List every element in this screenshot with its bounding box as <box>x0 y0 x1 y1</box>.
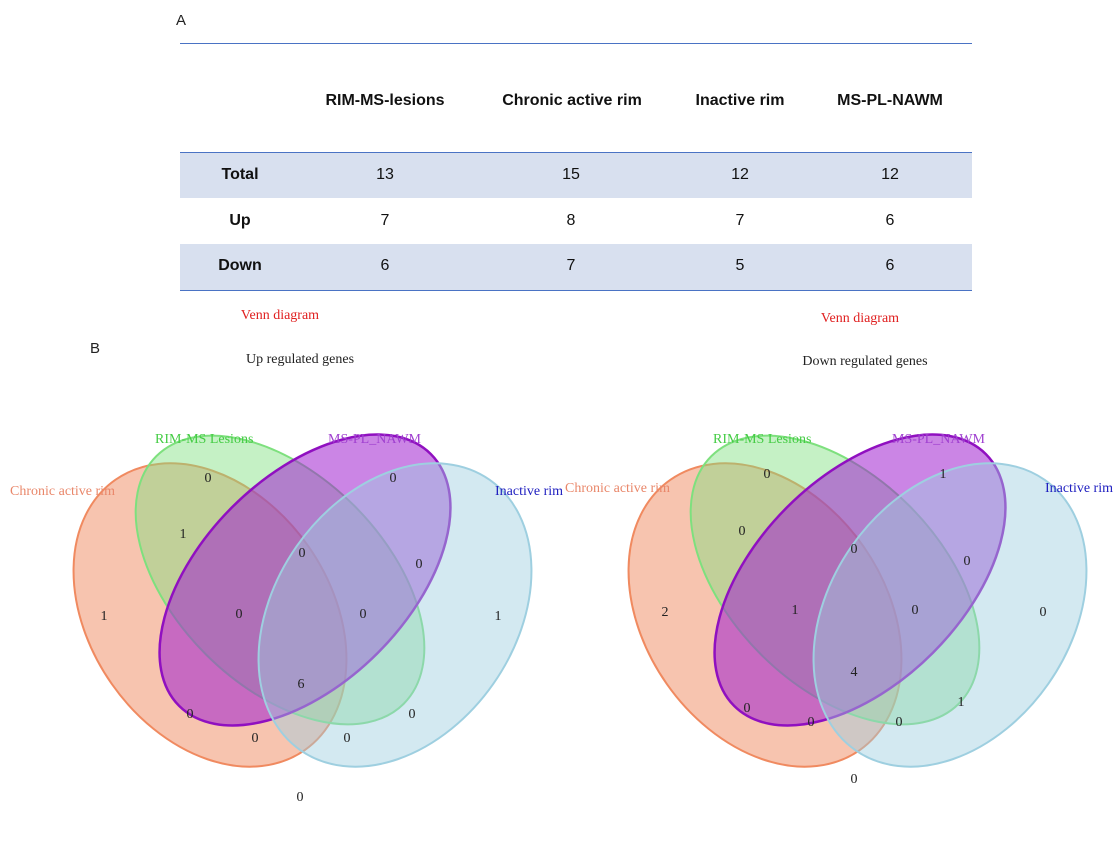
venn-count-inactive-only: 1 <box>495 609 502 624</box>
table-cell: 13 <box>376 166 394 183</box>
venn-count-nawm-inactive: 0 <box>964 554 971 569</box>
venn-label-inactive-rim: Inactive rim <box>1045 481 1113 496</box>
table-cell: 7 <box>735 212 745 229</box>
venn-label-inactive-rim: Inactive rim <box>495 484 563 499</box>
venn-count-chronic-nawm: 0 <box>744 701 751 716</box>
venn-count-all-four: 4 <box>851 665 858 680</box>
venn-count-rim-nawm-inactive: 0 <box>912 603 919 618</box>
venn-count-all-four: 6 <box>298 677 305 692</box>
venn-count-rim-nawm: 0 <box>851 542 858 557</box>
venn-label-rim-ms-lesions: RIM-MS Lesions <box>155 432 253 447</box>
table-cell: 12 <box>731 166 749 183</box>
venn-count-nawm-inactive: 0 <box>416 557 423 572</box>
table-header-rule <box>180 152 972 153</box>
venn-count-rim-nawm-inactive: 0 <box>360 607 367 622</box>
venn-count-nawm-only: 1 <box>940 467 947 482</box>
row-label-total: Total <box>221 166 259 183</box>
venn-count-inactive-only: 0 <box>1040 605 1047 620</box>
table-cell: 6 <box>380 257 390 274</box>
venn-count-chronic-only: 1 <box>101 609 108 624</box>
venn-count-chronic-rim-inactive: 0 <box>344 731 351 746</box>
table-cell: 5 <box>735 257 745 274</box>
venn-count-chronic-inactive: 0 <box>297 790 304 805</box>
venn-down-diagram: Chronic active rim RIM-MS Lesions MS-PL_… <box>565 432 1113 787</box>
venn-count-chronic-nawm-inactive: 0 <box>808 715 815 730</box>
venn-set-inactive-rim <box>257 462 533 768</box>
venn-count-chronic-rim: 0 <box>739 524 746 539</box>
table-cell: 15 <box>562 166 580 183</box>
table-row-band <box>180 153 972 198</box>
venn-count-rim-only: 0 <box>205 471 212 486</box>
venn-label-chronic-active-rim: Chronic active rim <box>565 481 670 496</box>
venn-up-title: Venn diagram <box>240 308 320 323</box>
table-cell: 6 <box>885 257 895 274</box>
venn-set-inactive-rim <box>812 462 1088 768</box>
header-chronic-active-rim: Chronic active rim <box>502 92 642 109</box>
table-cell: 7 <box>566 257 576 274</box>
venn-count-rim-nawm: 0 <box>299 546 306 561</box>
venn-count-rim-only: 0 <box>764 467 771 482</box>
venn-count-chronic-inactive: 0 <box>851 772 858 787</box>
header-ms-pl-nawm: MS-PL-NAWM <box>837 92 943 109</box>
venn-label-ms-pl-nawm: MS-PL_NAWM <box>892 432 986 447</box>
venn-count-rim-inactive: 0 <box>409 707 416 722</box>
venn-count-chronic-rim: 1 <box>180 527 187 542</box>
venn-count-chronic-rim-inactive: 0 <box>896 715 903 730</box>
venn-label-rim-ms-lesions: RIM-MS Lesions <box>713 432 811 447</box>
venn-count-chronic-only: 2 <box>662 605 669 620</box>
venn-down-subtitle: Down regulated genes <box>802 354 928 369</box>
table-top-rule <box>180 43 972 44</box>
venn-label-chronic-active-rim: Chronic active rim <box>10 484 115 499</box>
venn-count-nawm-only: 0 <box>390 471 397 486</box>
table-cell: 6 <box>885 212 895 229</box>
header-inactive-rim: Inactive rim <box>695 92 785 109</box>
table-cell: 7 <box>380 212 390 229</box>
header-rim-ms-lesions: RIM-MS-lesions <box>325 92 445 109</box>
table-cell: 8 <box>566 212 576 229</box>
venn-up-subtitle: Up regulated genes <box>245 352 355 367</box>
table-row-band <box>180 244 972 290</box>
venn-count-chronic-rim-nawm: 0 <box>236 607 243 622</box>
table-bottom-rule <box>180 290 972 291</box>
panel-b-label: B <box>90 340 101 357</box>
venn-set-ms-pl-nawm <box>713 433 1007 727</box>
row-label-up: Up <box>229 212 251 229</box>
venn-count-chronic-rim-nawm: 1 <box>792 603 799 618</box>
panel-a-label: A <box>176 12 187 29</box>
venn-count-chronic-nawm: 0 <box>187 707 194 722</box>
row-label-down: Down <box>218 257 262 274</box>
venn-count-rim-inactive: 1 <box>958 695 965 710</box>
table-cell: 12 <box>881 166 899 183</box>
venn-up-diagram: Chronic active rim RIM-MS Lesions MS-PL_… <box>10 432 563 805</box>
venn-set-ms-pl-nawm <box>158 433 452 727</box>
venn-count-chronic-nawm-inactive: 0 <box>252 731 259 746</box>
venn-down-title: Venn diagram <box>820 311 900 326</box>
venn-label-ms-pl-nawm: MS-PL_NAWM <box>328 432 422 447</box>
